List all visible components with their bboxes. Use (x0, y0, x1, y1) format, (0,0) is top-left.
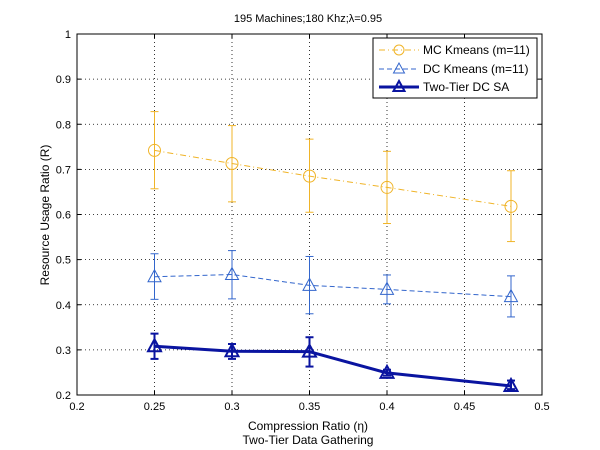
series-2 (147, 250, 519, 318)
data-point (302, 277, 317, 291)
legend-marker-circle (393, 44, 405, 56)
data-point (502, 376, 520, 392)
chart-title: 195 Machines;180 Khz;λ=0.95 (234, 13, 382, 25)
x-tick-label: 0.25 (144, 401, 165, 413)
data-point (146, 337, 163, 353)
data-point (503, 288, 519, 303)
y-tick-label: 1 (65, 29, 71, 41)
data-point (379, 281, 395, 295)
x-tick-label: 0.5 (534, 401, 549, 413)
data-point (223, 342, 241, 358)
y-axis-label: Resource Usage Ratio (R) (38, 145, 52, 286)
data-point (303, 169, 316, 183)
y-tick-label: 0.5 (56, 255, 71, 267)
legend-entry-mc-kmeans: MC Kmeans (m=11) (379, 43, 530, 57)
legend-entry-two-tier: Two-Tier DC SA (379, 78, 509, 94)
data-point (504, 199, 518, 213)
legend-marker-triangle-bold (391, 78, 407, 92)
x-tick-label: 0.3 (224, 401, 239, 413)
axis-ticks: 0.2 0.25 0.3 0.35 0.4 0.45 0.5 0.2 0.3 0.4 0.5 0.6 0… (56, 29, 550, 413)
legend: MC Kmeans (m=11) DC Kmeans (m=11) Two-Ti… (372, 37, 538, 99)
legend-label-mc-kmeans: MC Kmeans (m=11) (423, 43, 530, 57)
y-tick-label: 0.2 (56, 390, 71, 402)
x-axis-label: Compression Ratio (η) (248, 419, 368, 433)
data-point (225, 157, 239, 171)
x-axis-sublabel: Two-Tier Data Gathering (243, 433, 374, 447)
data-point (301, 342, 318, 358)
data-point (380, 180, 394, 194)
data-point (224, 266, 240, 281)
data-point (378, 363, 396, 379)
x-tick-label: 0.2 (69, 401, 84, 413)
y-tick-label: 0.8 (56, 119, 71, 131)
series-1 (148, 111, 518, 243)
legend-label-dc-kmeans: DC Kmeans (m=11) (423, 62, 528, 76)
y-tick-label: 0.7 (56, 164, 71, 176)
y-tick-label: 0.3 (56, 345, 71, 357)
data-point (147, 268, 162, 283)
y-tick-label: 0.4 (56, 300, 71, 312)
legend-marker-triangle (392, 61, 406, 74)
y-tick-label: 0.6 (56, 210, 71, 222)
data-point (148, 143, 161, 157)
legend-entry-dc-kmeans: DC Kmeans (m=11) (379, 61, 528, 76)
y-tick-label: 0.9 (56, 74, 71, 86)
x-tick-label: 0.35 (299, 401, 320, 413)
x-tick-label: 0.4 (379, 401, 394, 413)
series-3 (146, 332, 520, 392)
series-layer (146, 111, 520, 392)
legend-label-two-tier: Two-Tier DC SA (423, 80, 509, 94)
x-tick-label: 0.45 (454, 401, 475, 413)
